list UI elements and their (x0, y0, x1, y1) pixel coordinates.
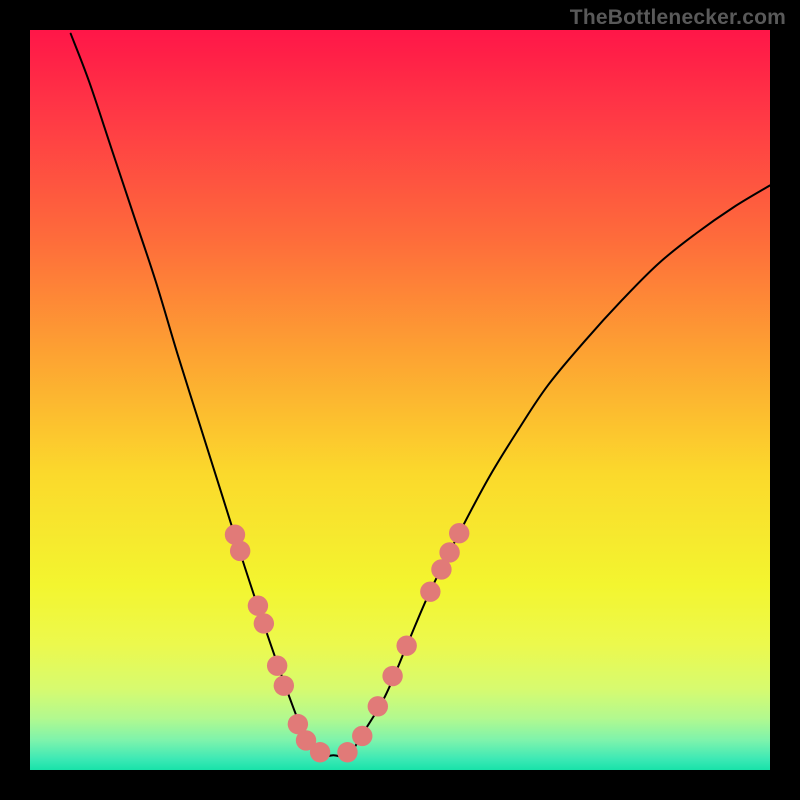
marker-right (439, 542, 459, 562)
marker-right (396, 635, 416, 655)
chart-wrapper: TheBottlenecker.com (0, 0, 800, 800)
marker-left (254, 613, 274, 633)
marker-right (337, 742, 357, 762)
marker-left (310, 742, 330, 762)
marker-right (368, 696, 388, 716)
marker-right (352, 726, 372, 746)
marker-left (267, 655, 287, 675)
marker-left (230, 541, 250, 561)
chart-canvas (0, 0, 800, 800)
marker-right (449, 523, 469, 543)
watermark-text: TheBottlenecker.com (570, 6, 786, 30)
marker-left (274, 675, 294, 695)
marker-right (382, 666, 402, 686)
marker-left (248, 596, 268, 616)
marker-right (420, 581, 440, 601)
